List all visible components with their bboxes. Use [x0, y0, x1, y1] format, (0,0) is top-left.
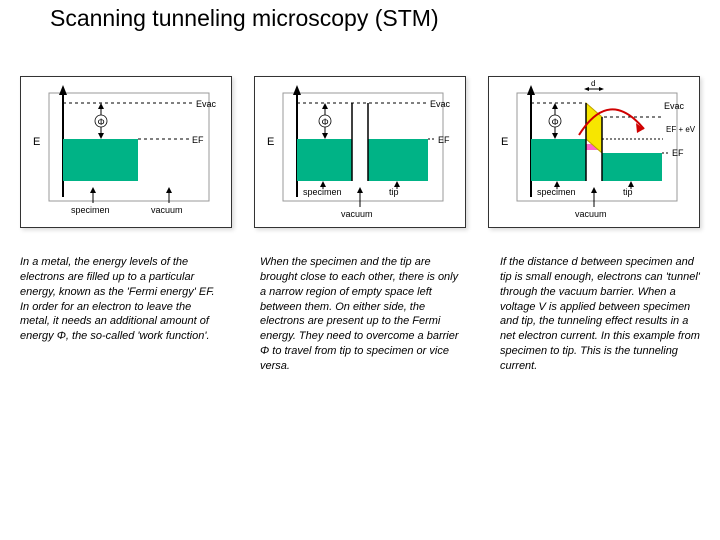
caption-2: When the specimen and the tip are brough…: [260, 255, 460, 374]
specimen-label: specimen: [303, 187, 342, 197]
page-title: Scanning tunneling microscopy (STM): [50, 5, 439, 32]
evac-label: Evac: [430, 99, 451, 109]
phi-label: Φ: [552, 117, 559, 127]
ef-ev-label: EF + eV: [666, 125, 696, 134]
d-label: d: [591, 79, 595, 88]
vacuum-label: vacuum: [575, 209, 607, 219]
vacuum-label: vacuum: [151, 205, 183, 215]
ef-label: EF: [192, 135, 204, 145]
specimen-label: specimen: [537, 187, 576, 197]
diagram-row: E Evac EF Φ specimen vacuum: [20, 76, 700, 228]
diagram-panel-1: E Evac EF Φ specimen vacuum: [20, 76, 232, 228]
diagram-panel-3: E Evac EF + eV EF: [488, 76, 700, 228]
captions-row: In a metal, the energy levels of the ele…: [20, 255, 700, 374]
e-axis-label: E: [267, 136, 274, 148]
specimen-label: specimen: [71, 205, 110, 215]
evac-label: Evac: [196, 99, 217, 109]
ef-label: EF: [672, 148, 684, 158]
e-axis-label: E: [501, 136, 508, 148]
caption-1: In a metal, the energy levels of the ele…: [20, 255, 220, 374]
caption-3: If the distance d between specimen and t…: [500, 255, 700, 374]
phi-label: Φ: [98, 117, 105, 127]
diagram-panel-2: E Evac EF Φ specimen tip: [254, 76, 466, 228]
e-axis-label: E: [33, 136, 40, 148]
vacuum-label: vacuum: [341, 209, 373, 219]
ef-label: EF: [438, 135, 450, 145]
phi-label: Φ: [322, 117, 329, 127]
evac-label: Evac: [664, 101, 685, 111]
